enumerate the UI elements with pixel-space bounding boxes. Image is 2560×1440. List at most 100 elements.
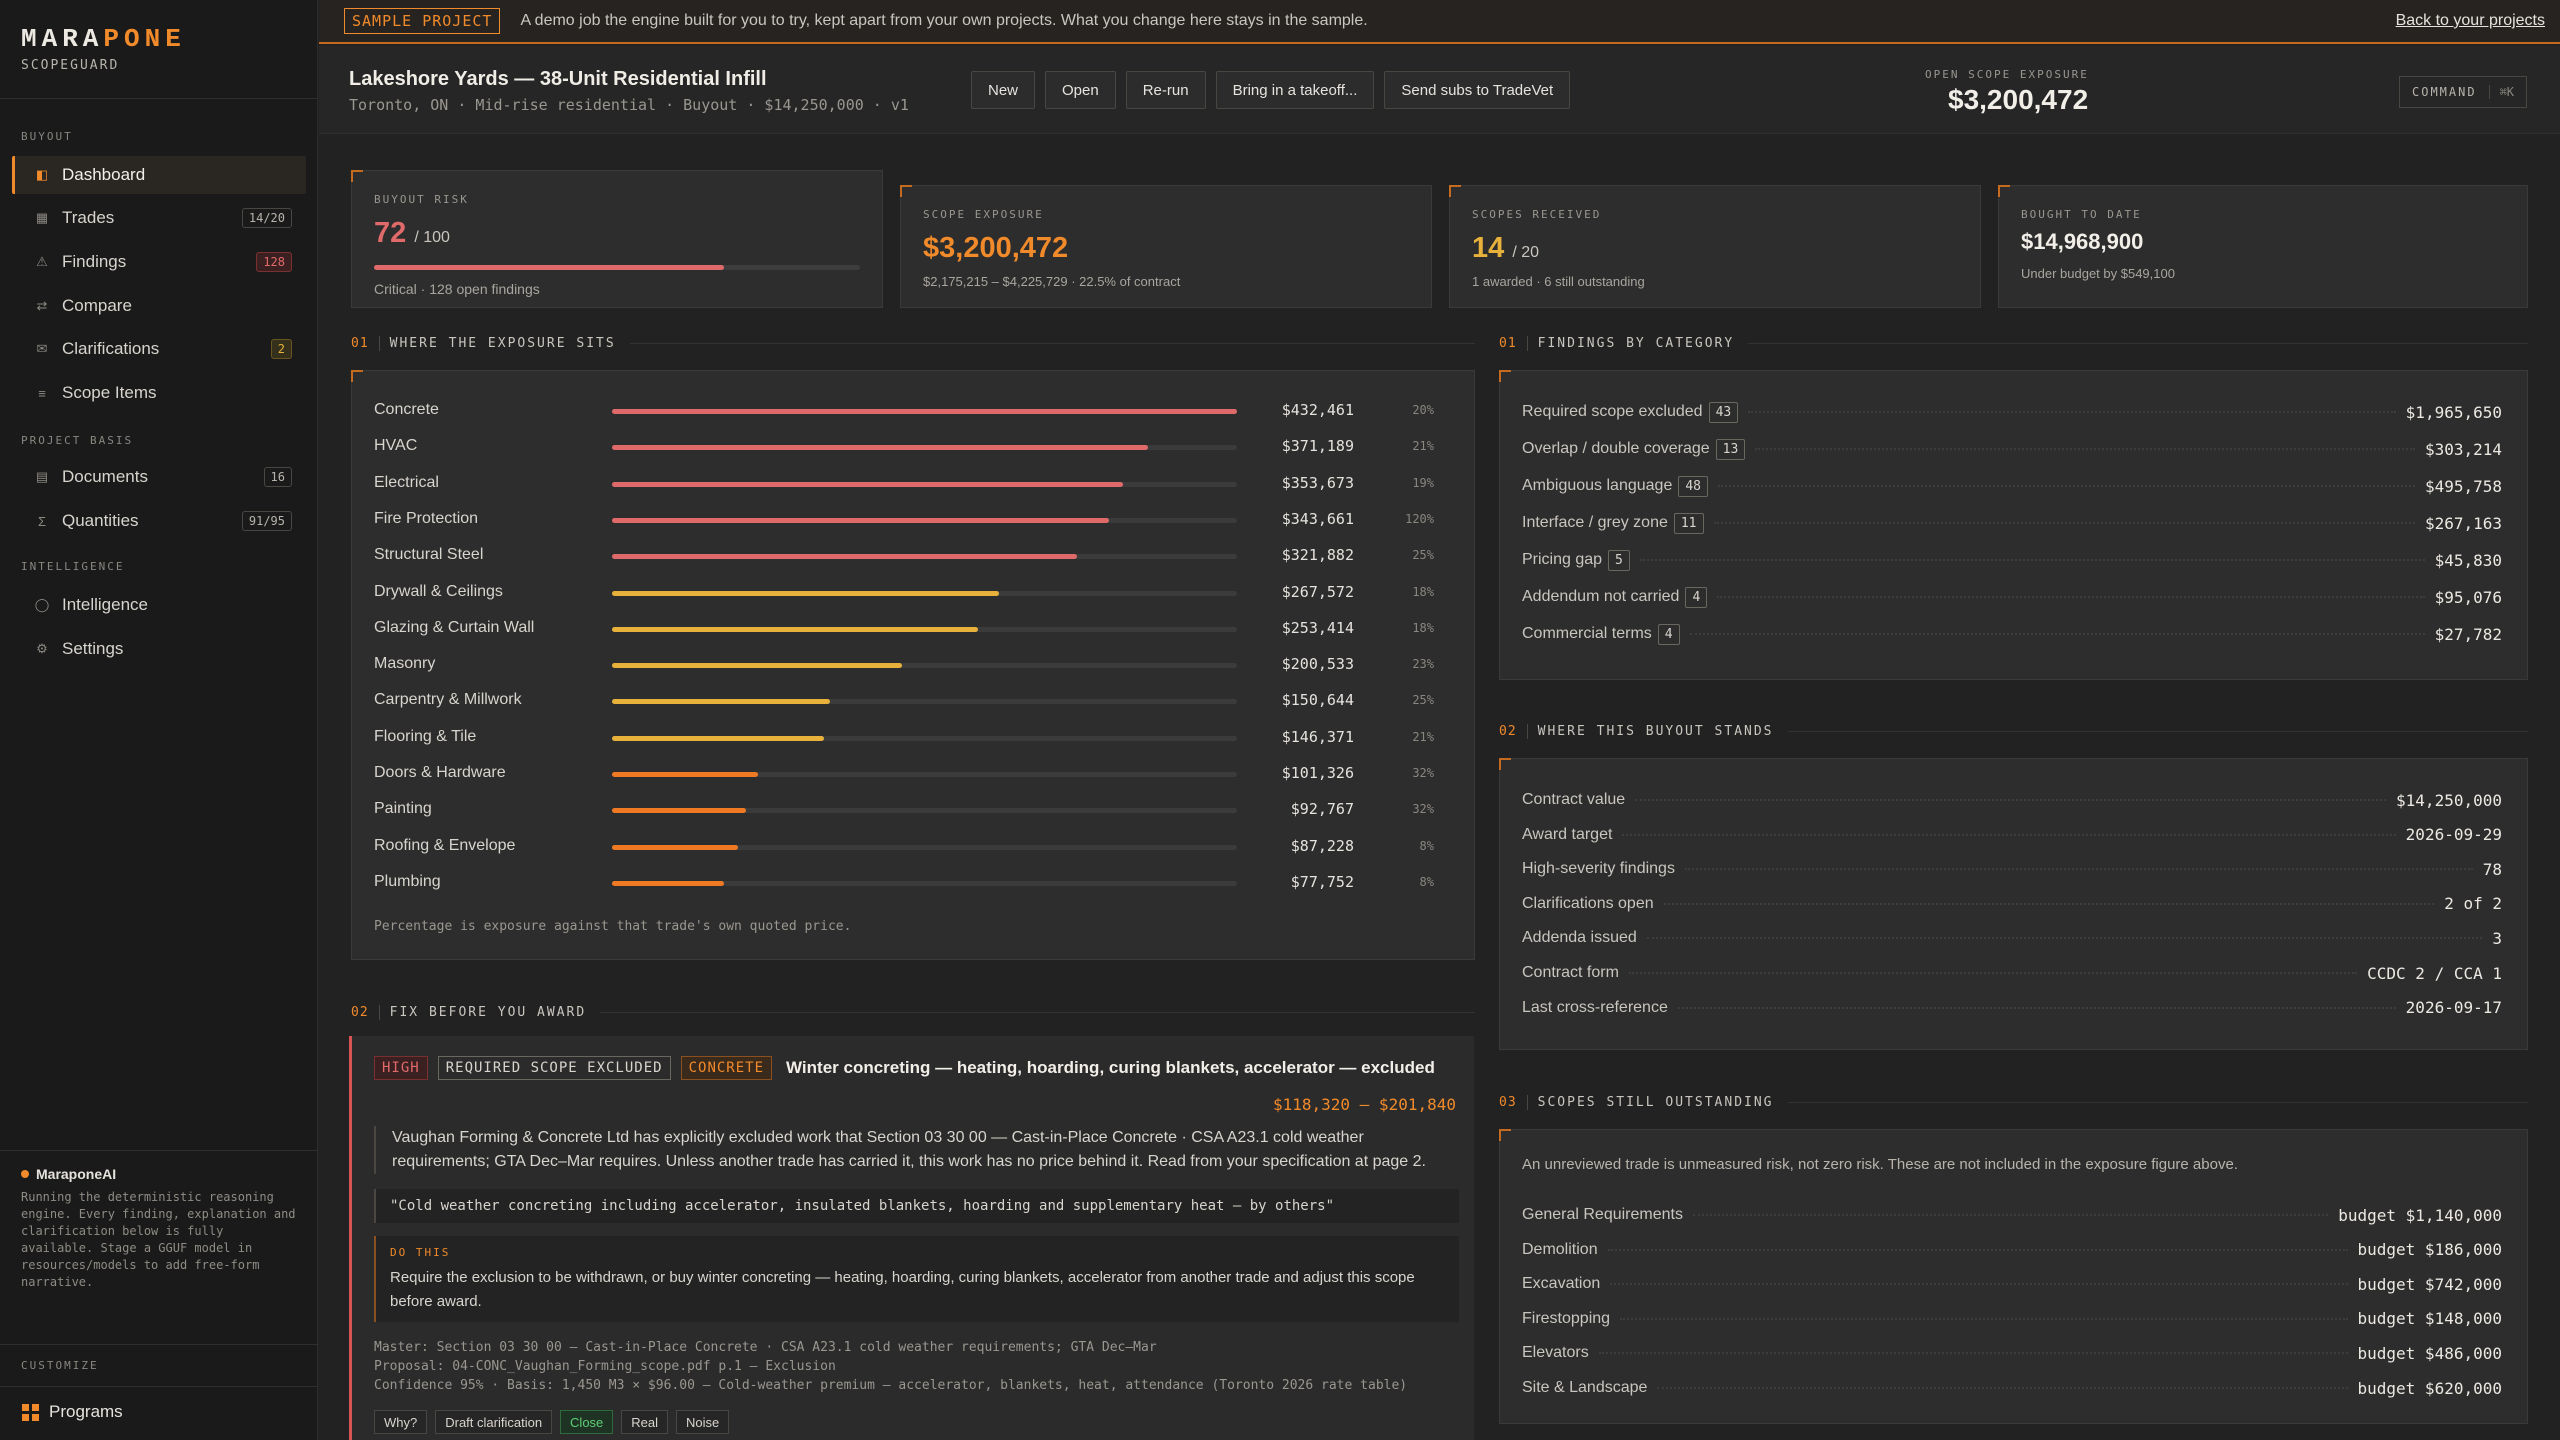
- section-number: 02: [351, 1005, 380, 1020]
- exposure-amount: $200,533: [1281, 655, 1354, 674]
- exposure-bar-track: [612, 517, 1237, 523]
- leader-dots: [1677, 1006, 2396, 1009]
- finding-card[interactable]: HIGH REQUIRED SCOPE EXCLUDED CONCRETE Wi…: [349, 1036, 1474, 1440]
- why-button[interactable]: Why?: [374, 1410, 428, 1434]
- sidebar-item-trades[interactable]: ▦ Trades 14/20: [12, 199, 306, 237]
- open-button[interactable]: Open: [1045, 71, 1116, 109]
- section-title: FINDINGS BY CATEGORY: [1537, 336, 1735, 351]
- leader-dots: [1598, 1352, 2348, 1355]
- sidebar-item-intelligence[interactable]: ◯ Intelligence: [12, 586, 306, 624]
- status-label: Last cross-reference: [1522, 998, 1668, 1016]
- trade-name: Doors & Hardware: [374, 764, 506, 781]
- exposure-amount: $146,371: [1281, 727, 1354, 746]
- exposure-amount: $432,461: [1281, 401, 1354, 419]
- category-count-badge: 4: [1685, 586, 1708, 608]
- exposure-row[interactable]: Fire Protection $343,661 120%: [374, 510, 1474, 530]
- exposure-row[interactable]: Glazing & Curtain Wall $253,414 18%: [374, 619, 1474, 639]
- sidebar-divider: [0, 1150, 318, 1151]
- sidebar-item-scope-items[interactable]: ≡ Scope Items: [12, 374, 306, 412]
- exposure-bar: [612, 554, 1078, 560]
- status-label: Contract value: [1522, 791, 1626, 808]
- exposure-bar: [612, 663, 902, 669]
- exposure-row[interactable]: Plumbing $77,752 8%: [374, 873, 1474, 893]
- exposure-row[interactable]: Drywall & Ceilings $267,572 18%: [374, 583, 1474, 603]
- scope-name: Elevators: [1522, 1344, 1589, 1362]
- sidebar: MARAPONE SCOPEGUARD BUYOUT ◧ Dashboard ▦…: [0, 0, 318, 1440]
- exposure-row[interactable]: Electrical $353,673 19%: [374, 474, 1474, 494]
- exposure-bar-track: [612, 808, 1237, 814]
- exposure-row[interactable]: Flooring & Tile $146,371 21%: [374, 728, 1474, 748]
- close-button[interactable]: Close: [560, 1410, 614, 1434]
- exposure-row[interactable]: Structural Steel $321,882 25%: [374, 546, 1474, 566]
- section-project-basis: PROJECT BASIS: [21, 434, 134, 447]
- risk-progress-fill: [374, 265, 724, 270]
- status-dot-icon: [21, 1170, 29, 1178]
- category-row[interactable]: Commercial terms 4 $27,782: [1522, 623, 2502, 645]
- sidebar-item-findings[interactable]: ⚠ Findings 128: [12, 243, 306, 281]
- category-row[interactable]: Pricing gap 5 $45,830: [1522, 549, 2502, 571]
- exposure-bar: [612, 735, 824, 741]
- bring-takeoff-button[interactable]: Bring in a takeoff...: [1215, 71, 1375, 109]
- category-row[interactable]: Overlap / double coverage 13 $303,214: [1522, 438, 2502, 460]
- sidebar-item-compare[interactable]: ⇄ Compare: [12, 287, 306, 325]
- status-value: 2026-09-29: [2405, 825, 2502, 845]
- real-button[interactable]: Real: [621, 1410, 669, 1434]
- outstanding-row[interactable]: Excavation budget $742,000: [1522, 1273, 2502, 1295]
- category-row[interactable]: Addendum not carried 4 $95,076: [1522, 586, 2502, 608]
- new-button[interactable]: New: [971, 71, 1036, 109]
- section-header-findings: 01 FINDINGS BY CATEGORY: [1499, 336, 2528, 351]
- list-icon: ≡: [38, 385, 46, 401]
- sidebar-item-documents[interactable]: ▤ Documents 16: [12, 458, 306, 496]
- exposure-note: Percentage is exposure against that trad…: [374, 919, 852, 934]
- exposure-row[interactable]: Roofing & Envelope $87,228 8%: [374, 837, 1474, 857]
- draft-clarification-button[interactable]: Draft clarification: [435, 1410, 553, 1434]
- exposure-amount: $253,414: [1281, 618, 1354, 637]
- sidebar-item-label: Trades: [62, 208, 115, 227]
- sidebar-divider: [0, 98, 318, 99]
- sidebar-item-quantities[interactable]: Σ Quantities 91/95: [12, 502, 306, 540]
- brand-logo[interactable]: MARAPONE: [21, 24, 186, 54]
- category-row[interactable]: Ambiguous language 48 $495,758: [1522, 475, 2502, 497]
- sidebar-item-settings[interactable]: ⚙ Settings: [12, 630, 306, 668]
- exposure-row[interactable]: Painting $92,767 32%: [374, 800, 1474, 820]
- exposure-row[interactable]: Carpentry & Millwork $150,644 25%: [374, 691, 1474, 711]
- trade-name: Masonry: [374, 655, 436, 673]
- leader-dots: [1692, 1214, 2329, 1216]
- exposure-row[interactable]: HVAC $371,189 21%: [374, 437, 1474, 457]
- exposure-row[interactable]: Concrete $432,461 20%: [374, 401, 1474, 421]
- outstanding-row[interactable]: Demolition budget $186,000: [1522, 1239, 2502, 1261]
- outstanding-row[interactable]: General Requirements budget $1,140,000: [1522, 1204, 2502, 1226]
- send-subs-button[interactable]: Send subs to TradeVet: [1384, 71, 1571, 109]
- meta-proposal: Proposal: 04-CONC_Vaughan_Forming_scope.…: [374, 1359, 836, 1374]
- exposure-row[interactable]: Doors & Hardware $101,326 32%: [374, 764, 1474, 784]
- outstanding-row[interactable]: Elevators budget $486,000: [1522, 1342, 2502, 1364]
- section-title: WHERE THE EXPOSURE SITS: [389, 336, 616, 351]
- exposure-bar: [612, 626, 979, 632]
- status-value: 2 of 2: [2444, 894, 2502, 914]
- rerun-button[interactable]: Re-run: [1125, 71, 1206, 109]
- sigma-icon: Σ: [37, 513, 47, 529]
- category-row[interactable]: Interface / grey zone 11 $267,163: [1522, 512, 2502, 534]
- section-header-outstanding: 03 SCOPES STILL OUTSTANDING: [1499, 1095, 2528, 1110]
- status-label: High-severity findings: [1522, 860, 1675, 878]
- exposure-bar: [612, 445, 1149, 451]
- sidebar-item-clarifications[interactable]: ✉ Clarifications 2: [12, 330, 306, 368]
- back-to-projects-link[interactable]: Back to your projects: [2395, 12, 2545, 29]
- exposure-percent: 18%: [1412, 620, 1434, 635]
- noise-button[interactable]: Noise: [676, 1410, 730, 1434]
- outstanding-row[interactable]: Site & Landscape budget $620,000: [1522, 1377, 2502, 1399]
- exposure-amount: $77,752: [1290, 872, 1354, 891]
- count-badge: 14/20: [241, 208, 292, 228]
- command-palette-button[interactable]: COMMAND ⌘K: [2399, 76, 2528, 108]
- sidebar-item-dashboard[interactable]: ◧ Dashboard: [12, 156, 306, 194]
- exposure-amount: $371,189: [1281, 437, 1354, 456]
- category-row[interactable]: Required scope excluded 43 $1,965,650: [1522, 401, 2502, 423]
- kpi-value: 72 / 100: [374, 217, 450, 250]
- outstanding-row[interactable]: Firestopping budget $148,000: [1522, 1308, 2502, 1330]
- programs-button[interactable]: Programs: [22, 1402, 123, 1422]
- exposure-row[interactable]: Masonry $200,533 23%: [374, 655, 1474, 675]
- sidebar-item-label: Dashboard: [62, 165, 146, 184]
- kpi-sub: $2,175,215 – $4,225,729 · 22.5% of contr…: [923, 274, 1181, 289]
- leader-dots: [1622, 833, 2396, 836]
